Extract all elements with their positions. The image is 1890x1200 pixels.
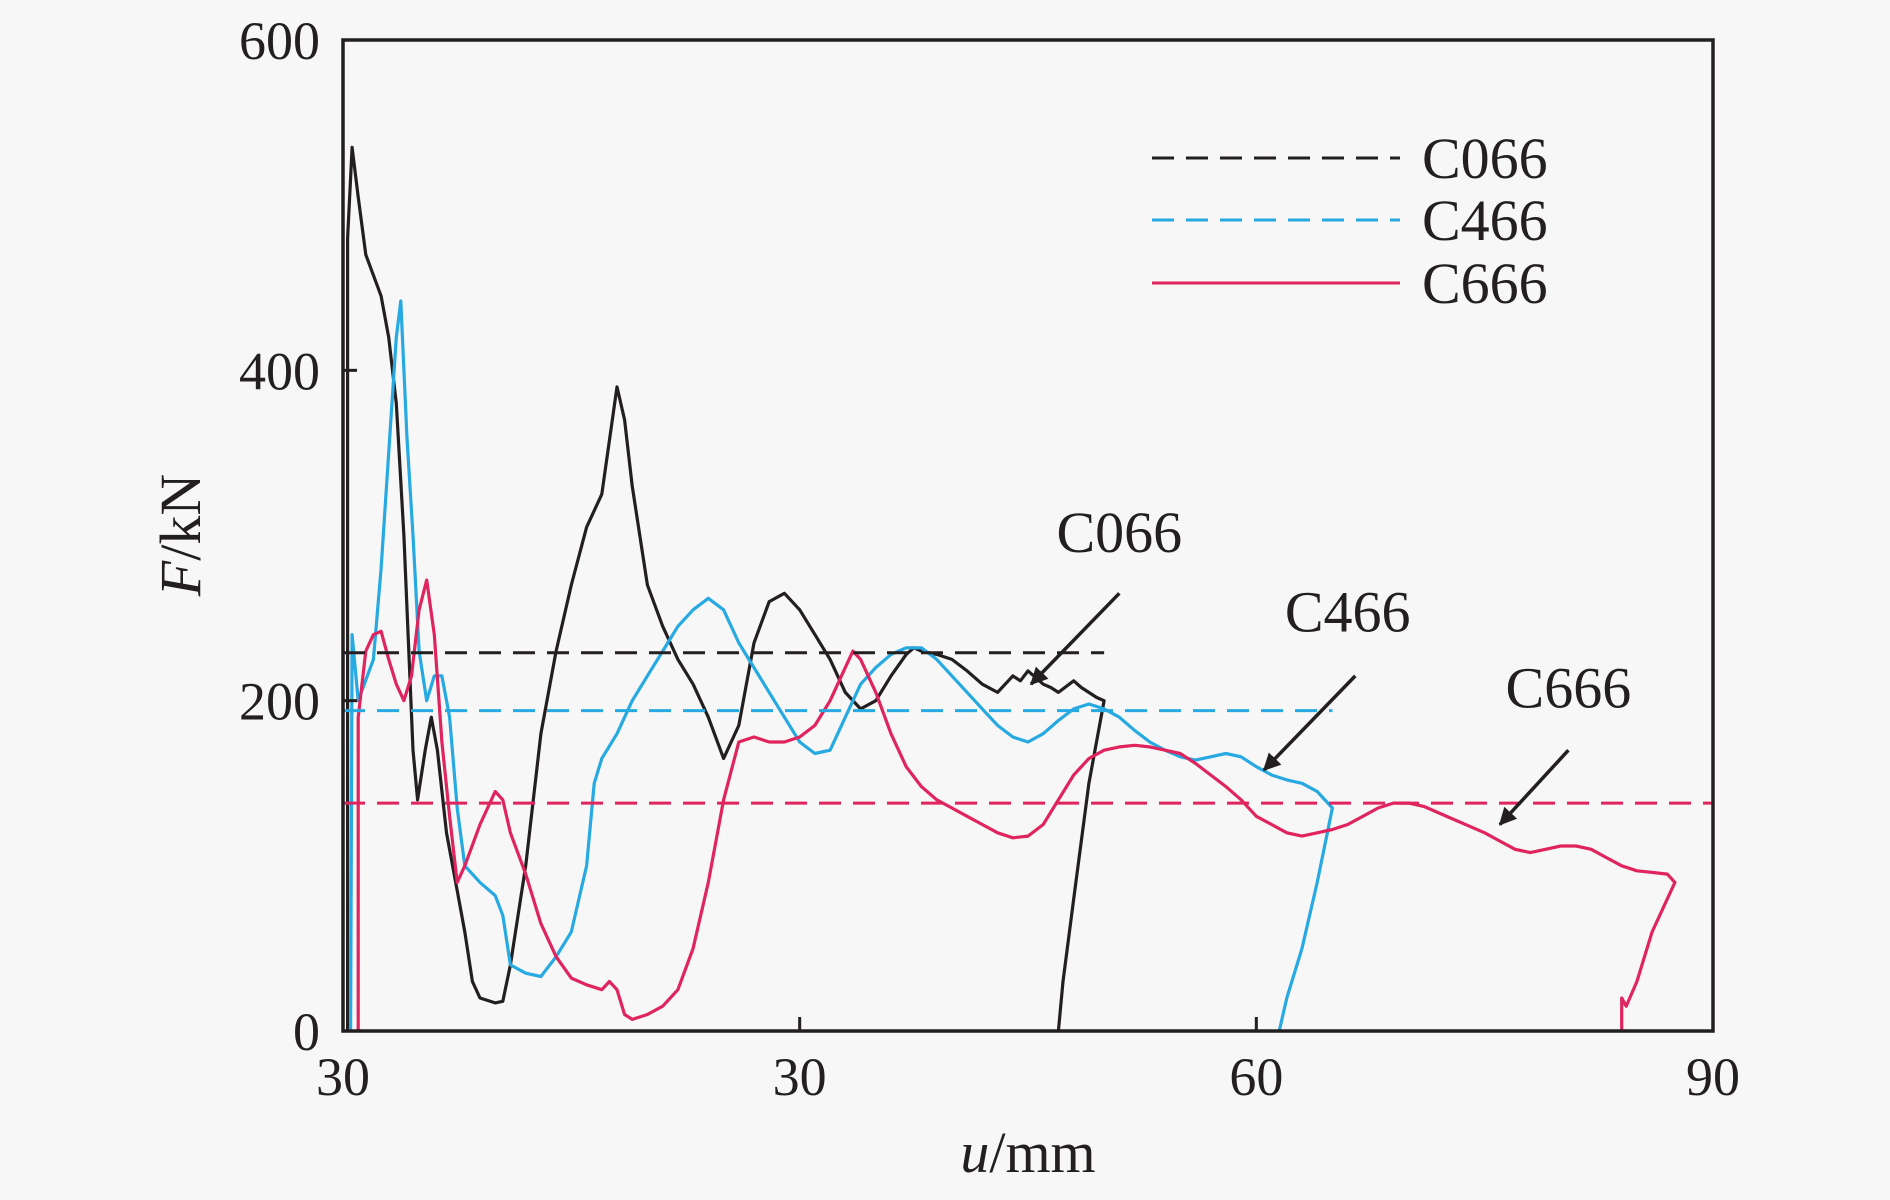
annotation-label-c066: C066 xyxy=(1056,500,1182,565)
annotation-label-c666: C666 xyxy=(1506,655,1632,720)
y-axis-variable: F xyxy=(148,560,213,597)
x-tick-label-0: 30 xyxy=(316,1047,370,1107)
annotation-arrow-c666 xyxy=(1498,749,1570,826)
legend-label-c666: C666 xyxy=(1422,251,1548,316)
series-line-c066 xyxy=(346,145,1106,1033)
annotation-arrow-c466 xyxy=(1262,674,1357,772)
annotations-layer: C066 C466 C666 xyxy=(1029,500,1632,826)
ticks-layer xyxy=(341,38,1715,1033)
y-tick-label-600: 600 xyxy=(239,11,320,71)
legend-label-c466: C466 xyxy=(1422,188,1548,253)
x-axis-unit: /mm xyxy=(989,1120,1095,1185)
annotation-label-c466: C466 xyxy=(1285,579,1411,644)
x-tick-label-60: 60 xyxy=(1229,1047,1283,1107)
series-layer xyxy=(346,145,1677,1033)
annotation-arrow-c066 xyxy=(1029,592,1121,686)
series-line-c666 xyxy=(356,578,1677,1033)
series-line-c466 xyxy=(349,299,1334,1033)
y-tick-label-400: 400 xyxy=(239,341,320,401)
x-axis-title: u/mm xyxy=(960,1120,1095,1185)
y-tick-label-200: 200 xyxy=(239,672,320,732)
x-axis-variable: u xyxy=(960,1120,989,1185)
legend-label-c066: C066 xyxy=(1422,126,1548,191)
plot-frame xyxy=(341,38,1715,1033)
x-tick-label-90: 90 xyxy=(1686,1047,1740,1107)
y-axis-title: F/kN xyxy=(148,474,213,597)
x-tick-label-30: 30 xyxy=(773,1047,827,1107)
average-lines-layer xyxy=(343,651,1713,805)
legend: C066 C466 C666 xyxy=(1152,126,1548,316)
y-axis-unit: /kN xyxy=(148,474,213,561)
y-tick-label-0: 0 xyxy=(293,1002,320,1062)
